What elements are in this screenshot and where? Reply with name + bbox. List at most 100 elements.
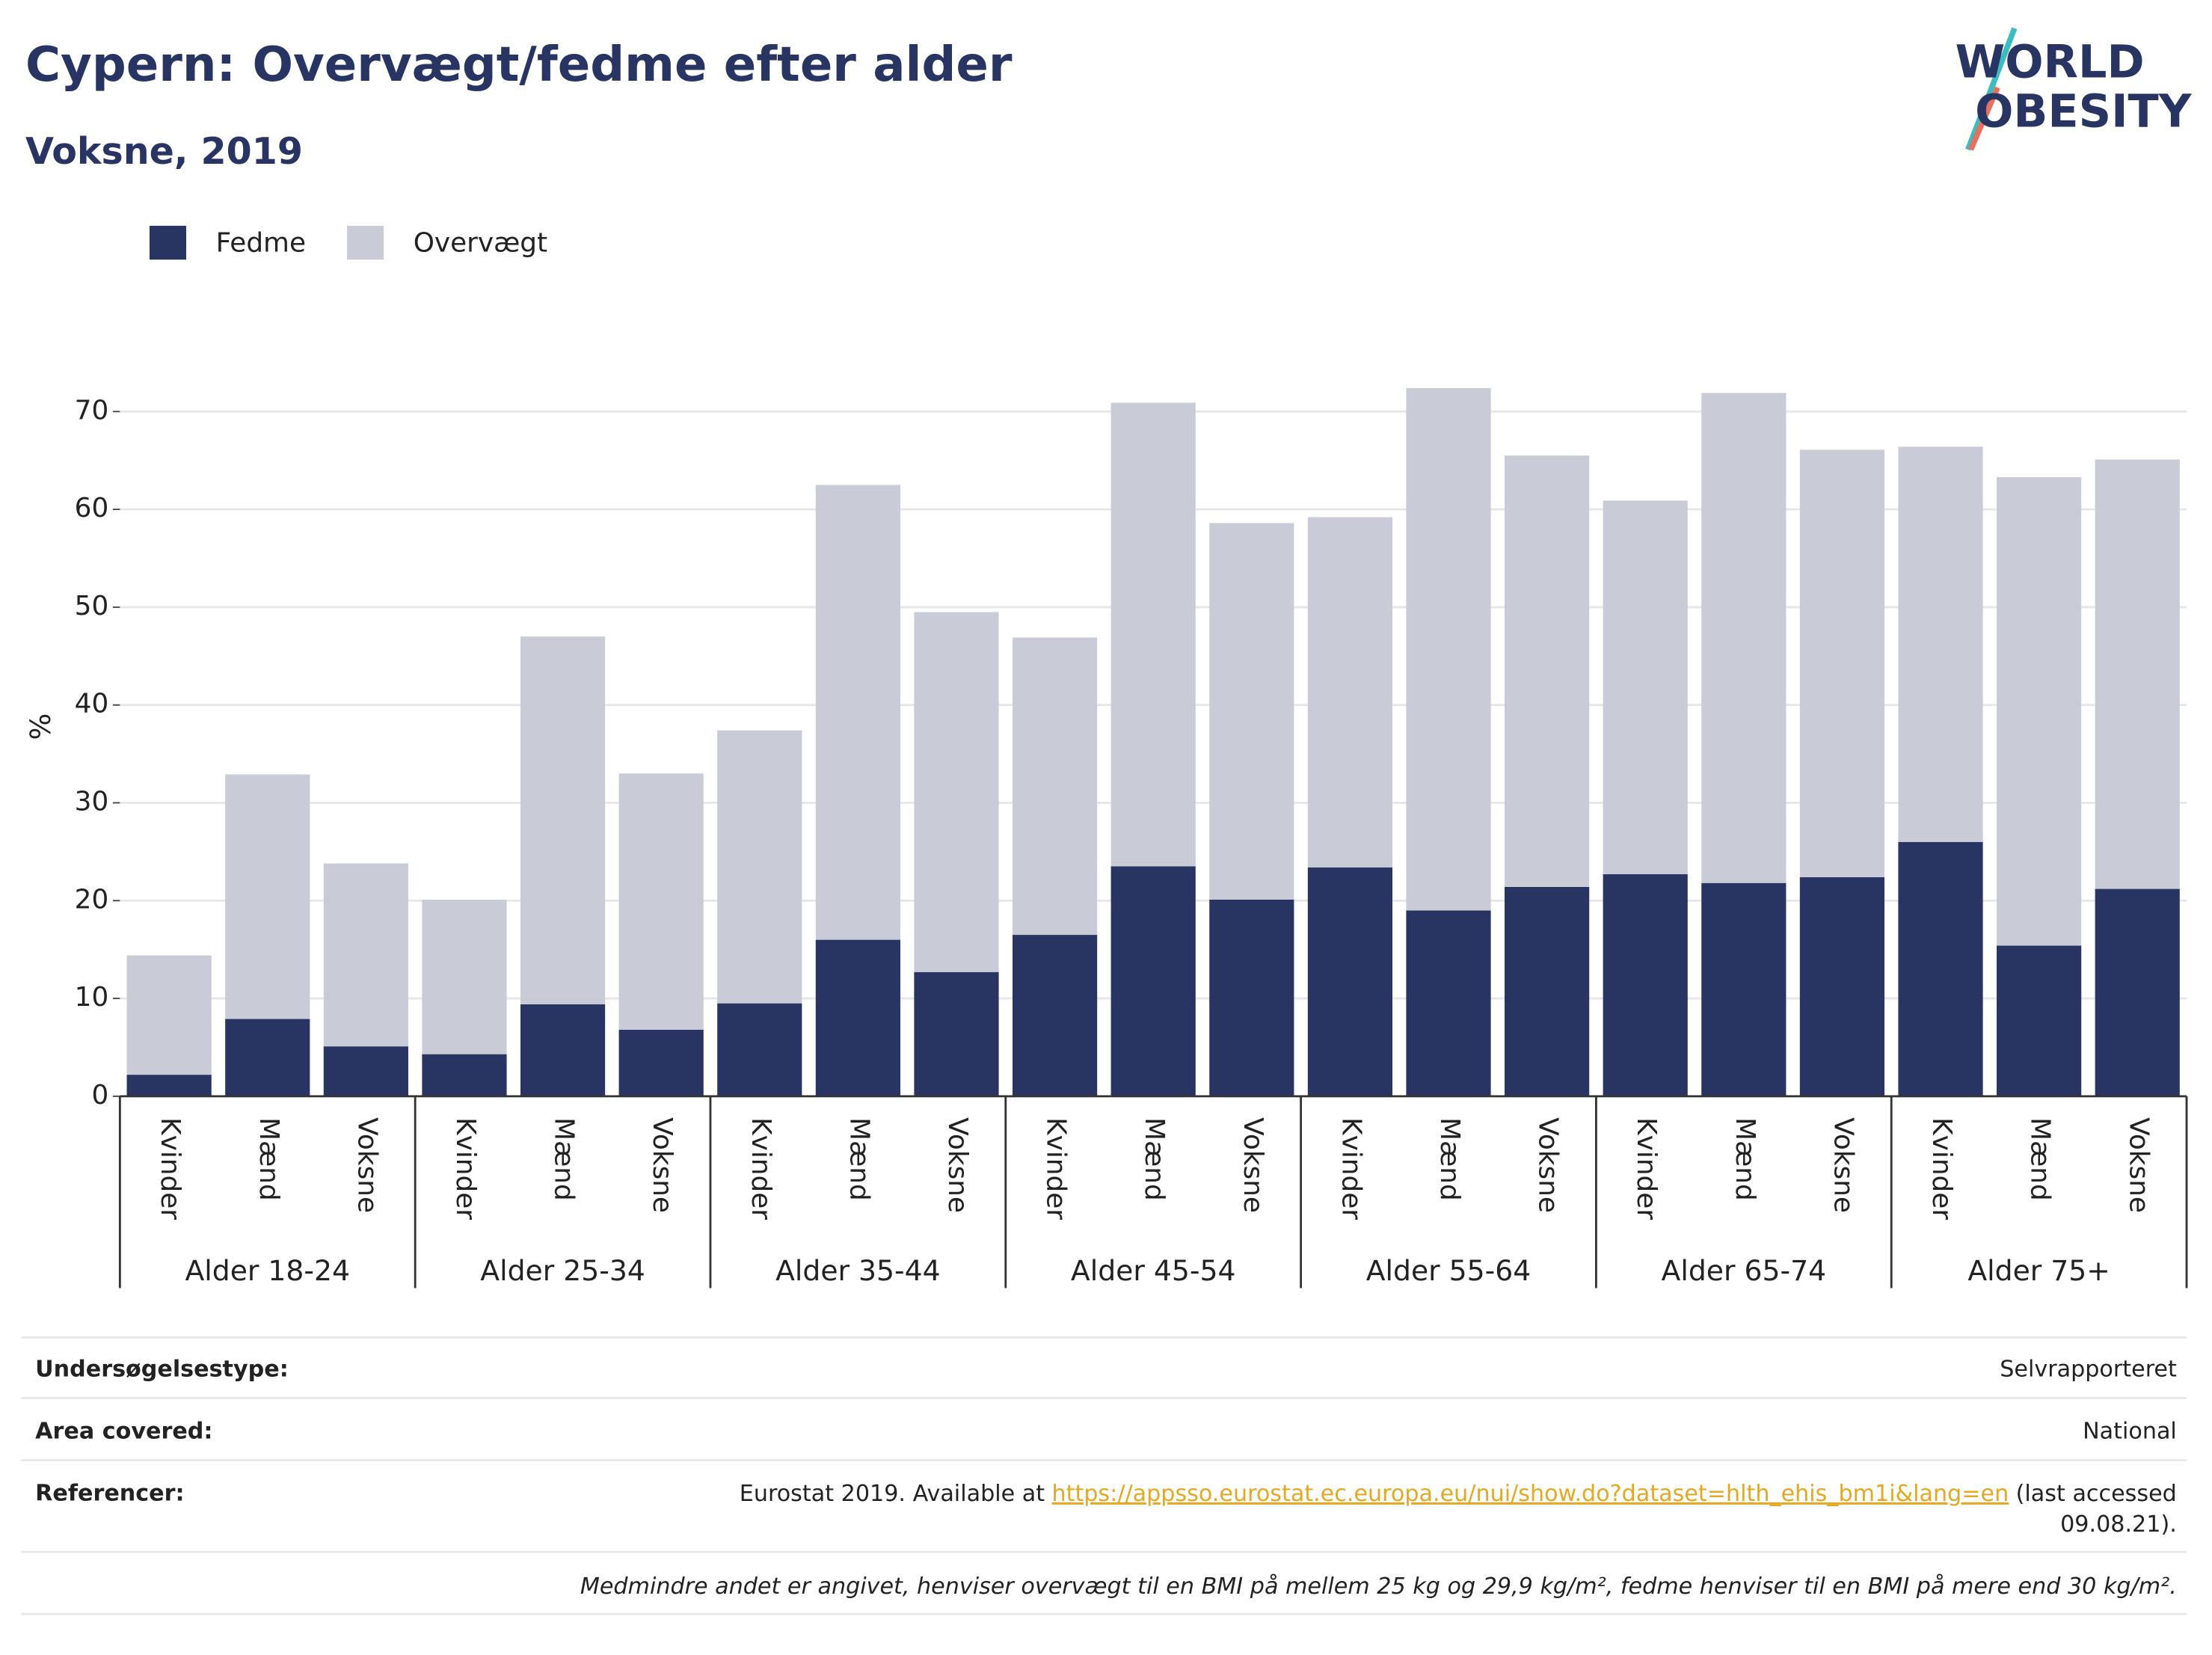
group-label: Alder 35-44 bbox=[775, 1254, 941, 1287]
group-label: Alder 55-64 bbox=[1366, 1254, 1531, 1287]
y-tick-label: 30 bbox=[75, 786, 109, 817]
y-tick-label: 60 bbox=[75, 493, 109, 523]
bar-segment bbox=[717, 730, 802, 1004]
x-tick-label: Voksne bbox=[647, 1117, 678, 1213]
bar-segment bbox=[717, 1003, 802, 1096]
x-tick-label: Mænd bbox=[254, 1117, 284, 1201]
bar-segment bbox=[1505, 886, 1590, 1096]
bar-segment bbox=[914, 612, 999, 972]
bar-segment bbox=[1799, 876, 1885, 1096]
bar-segment bbox=[520, 636, 606, 1004]
x-tick-label: Voksne bbox=[1238, 1117, 1268, 1213]
x-tick-label: Voksne bbox=[1533, 1117, 1564, 1213]
legend-label: Fedme bbox=[216, 227, 306, 258]
bar-segment bbox=[815, 939, 900, 1096]
group-label: Alder 25-34 bbox=[480, 1254, 645, 1287]
logo-slash bbox=[1967, 86, 2000, 151]
bar-segment bbox=[1110, 402, 1196, 867]
bar-segment bbox=[1209, 899, 1294, 1096]
bar-segment bbox=[1307, 867, 1393, 1096]
x-tick-label: Mænd bbox=[844, 1117, 874, 1201]
x-tick-label: Kvinder bbox=[450, 1117, 481, 1220]
logo: OBESITY bbox=[1975, 85, 2193, 138]
bar-segment bbox=[1898, 446, 1983, 842]
group-label: Alder 18-24 bbox=[185, 1254, 350, 1287]
x-tick-label: Kvinder bbox=[1336, 1117, 1366, 1220]
reference: 09.08.21). bbox=[2060, 1511, 2177, 1538]
chart-title: Cypern: Overvægt/fedme efter alder bbox=[25, 37, 1013, 93]
bar-segment bbox=[1012, 935, 1098, 1096]
bar-segment bbox=[1701, 882, 1787, 1096]
bar-segment bbox=[1406, 910, 1491, 1096]
bar-segment bbox=[1209, 523, 1294, 900]
reference-text: Eurostat 2019. Available at bbox=[740, 1480, 1045, 1506]
bar-segment bbox=[1505, 455, 1590, 887]
y-tick-label: 40 bbox=[75, 689, 109, 719]
y-tick-label: 70 bbox=[75, 395, 109, 426]
x-tick-label: Voksne bbox=[2123, 1117, 2154, 1213]
y-tick-label: 50 bbox=[75, 591, 109, 621]
x-tick-label: Mænd bbox=[1434, 1117, 1465, 1201]
row-value: Selvrapporteret bbox=[2000, 1356, 2177, 1382]
bar-segment bbox=[2095, 888, 2180, 1096]
y-axis-label: % bbox=[24, 713, 57, 740]
x-tick-label: Voksne bbox=[942, 1117, 973, 1213]
bar-segment bbox=[1406, 387, 1491, 911]
legend-swatch bbox=[149, 225, 187, 260]
bar-segment bbox=[225, 1019, 310, 1096]
group-label: Alder 45-54 bbox=[1071, 1254, 1236, 1287]
group-label: Alder 75+ bbox=[1967, 1254, 2110, 1287]
bar-segment bbox=[225, 774, 310, 1019]
bar-segment bbox=[1799, 449, 1885, 877]
bar-segment bbox=[1997, 476, 2082, 946]
bar-segment bbox=[815, 485, 900, 940]
logo-slash bbox=[1965, 27, 2018, 151]
x-tick-label: Kvinder bbox=[1041, 1117, 1072, 1220]
bar-segment bbox=[520, 1004, 606, 1096]
bar-segment bbox=[323, 1046, 408, 1096]
bar-segment bbox=[1012, 637, 1098, 936]
x-tick-label: Kvinder bbox=[746, 1117, 776, 1220]
bar-segment bbox=[2095, 459, 2180, 889]
reference-link[interactable]: https://appsso.eurostat.ec.europa.eu/nui… bbox=[1052, 1480, 2009, 1506]
bar-segment bbox=[618, 1029, 704, 1096]
row-label: Area covered: bbox=[35, 1418, 212, 1444]
x-tick-label: Mænd bbox=[2025, 1117, 2056, 1201]
x-tick-label: Mænd bbox=[1730, 1117, 1760, 1201]
group-label: Alder 65-74 bbox=[1662, 1254, 1827, 1287]
bar-segment bbox=[422, 899, 507, 1054]
bar-segment bbox=[1110, 866, 1196, 1096]
reference-after: (last accessed bbox=[2016, 1480, 2177, 1506]
bar-segment bbox=[1603, 873, 1688, 1096]
y-tick-label: 20 bbox=[75, 884, 109, 915]
legend-label: Overvægt bbox=[414, 227, 547, 258]
bar-segment bbox=[1603, 500, 1688, 874]
bar-segment bbox=[1997, 945, 2082, 1096]
chart-subtitle: Voksne, 2019 bbox=[25, 129, 303, 173]
x-tick-label: Kvinder bbox=[1926, 1117, 1957, 1220]
x-tick-label: Voksne bbox=[351, 1117, 382, 1213]
row-label: Undersøgelsestype: bbox=[35, 1356, 289, 1382]
bar-segment bbox=[1307, 517, 1393, 868]
legend-swatch bbox=[347, 225, 384, 260]
bar-segment bbox=[618, 773, 704, 1030]
bar-segment bbox=[126, 1075, 212, 1096]
bar-segment bbox=[323, 863, 408, 1047]
bar-segment bbox=[422, 1054, 507, 1096]
x-tick-label: Voksne bbox=[1828, 1117, 1858, 1213]
logo: WORLD bbox=[1956, 36, 2145, 88]
note: Medmindre andet er angivet, henviser ove… bbox=[580, 1573, 2177, 1600]
x-tick-label: Kvinder bbox=[155, 1117, 185, 1220]
x-tick-label: Kvinder bbox=[1631, 1117, 1662, 1220]
bar-segment bbox=[914, 971, 999, 1096]
x-tick-label: Mænd bbox=[1139, 1117, 1170, 1201]
bar-segment bbox=[1701, 393, 1787, 883]
x-tick-label: Mænd bbox=[549, 1117, 580, 1201]
row-value: National bbox=[2083, 1418, 2177, 1444]
y-tick-label: 10 bbox=[75, 982, 109, 1013]
y-tick-label: 0 bbox=[91, 1080, 108, 1111]
bar-segment bbox=[126, 955, 212, 1075]
reference: Eurostat 2019. Available at https://appss… bbox=[740, 1480, 2177, 1506]
bar-segment bbox=[1898, 841, 1983, 1096]
